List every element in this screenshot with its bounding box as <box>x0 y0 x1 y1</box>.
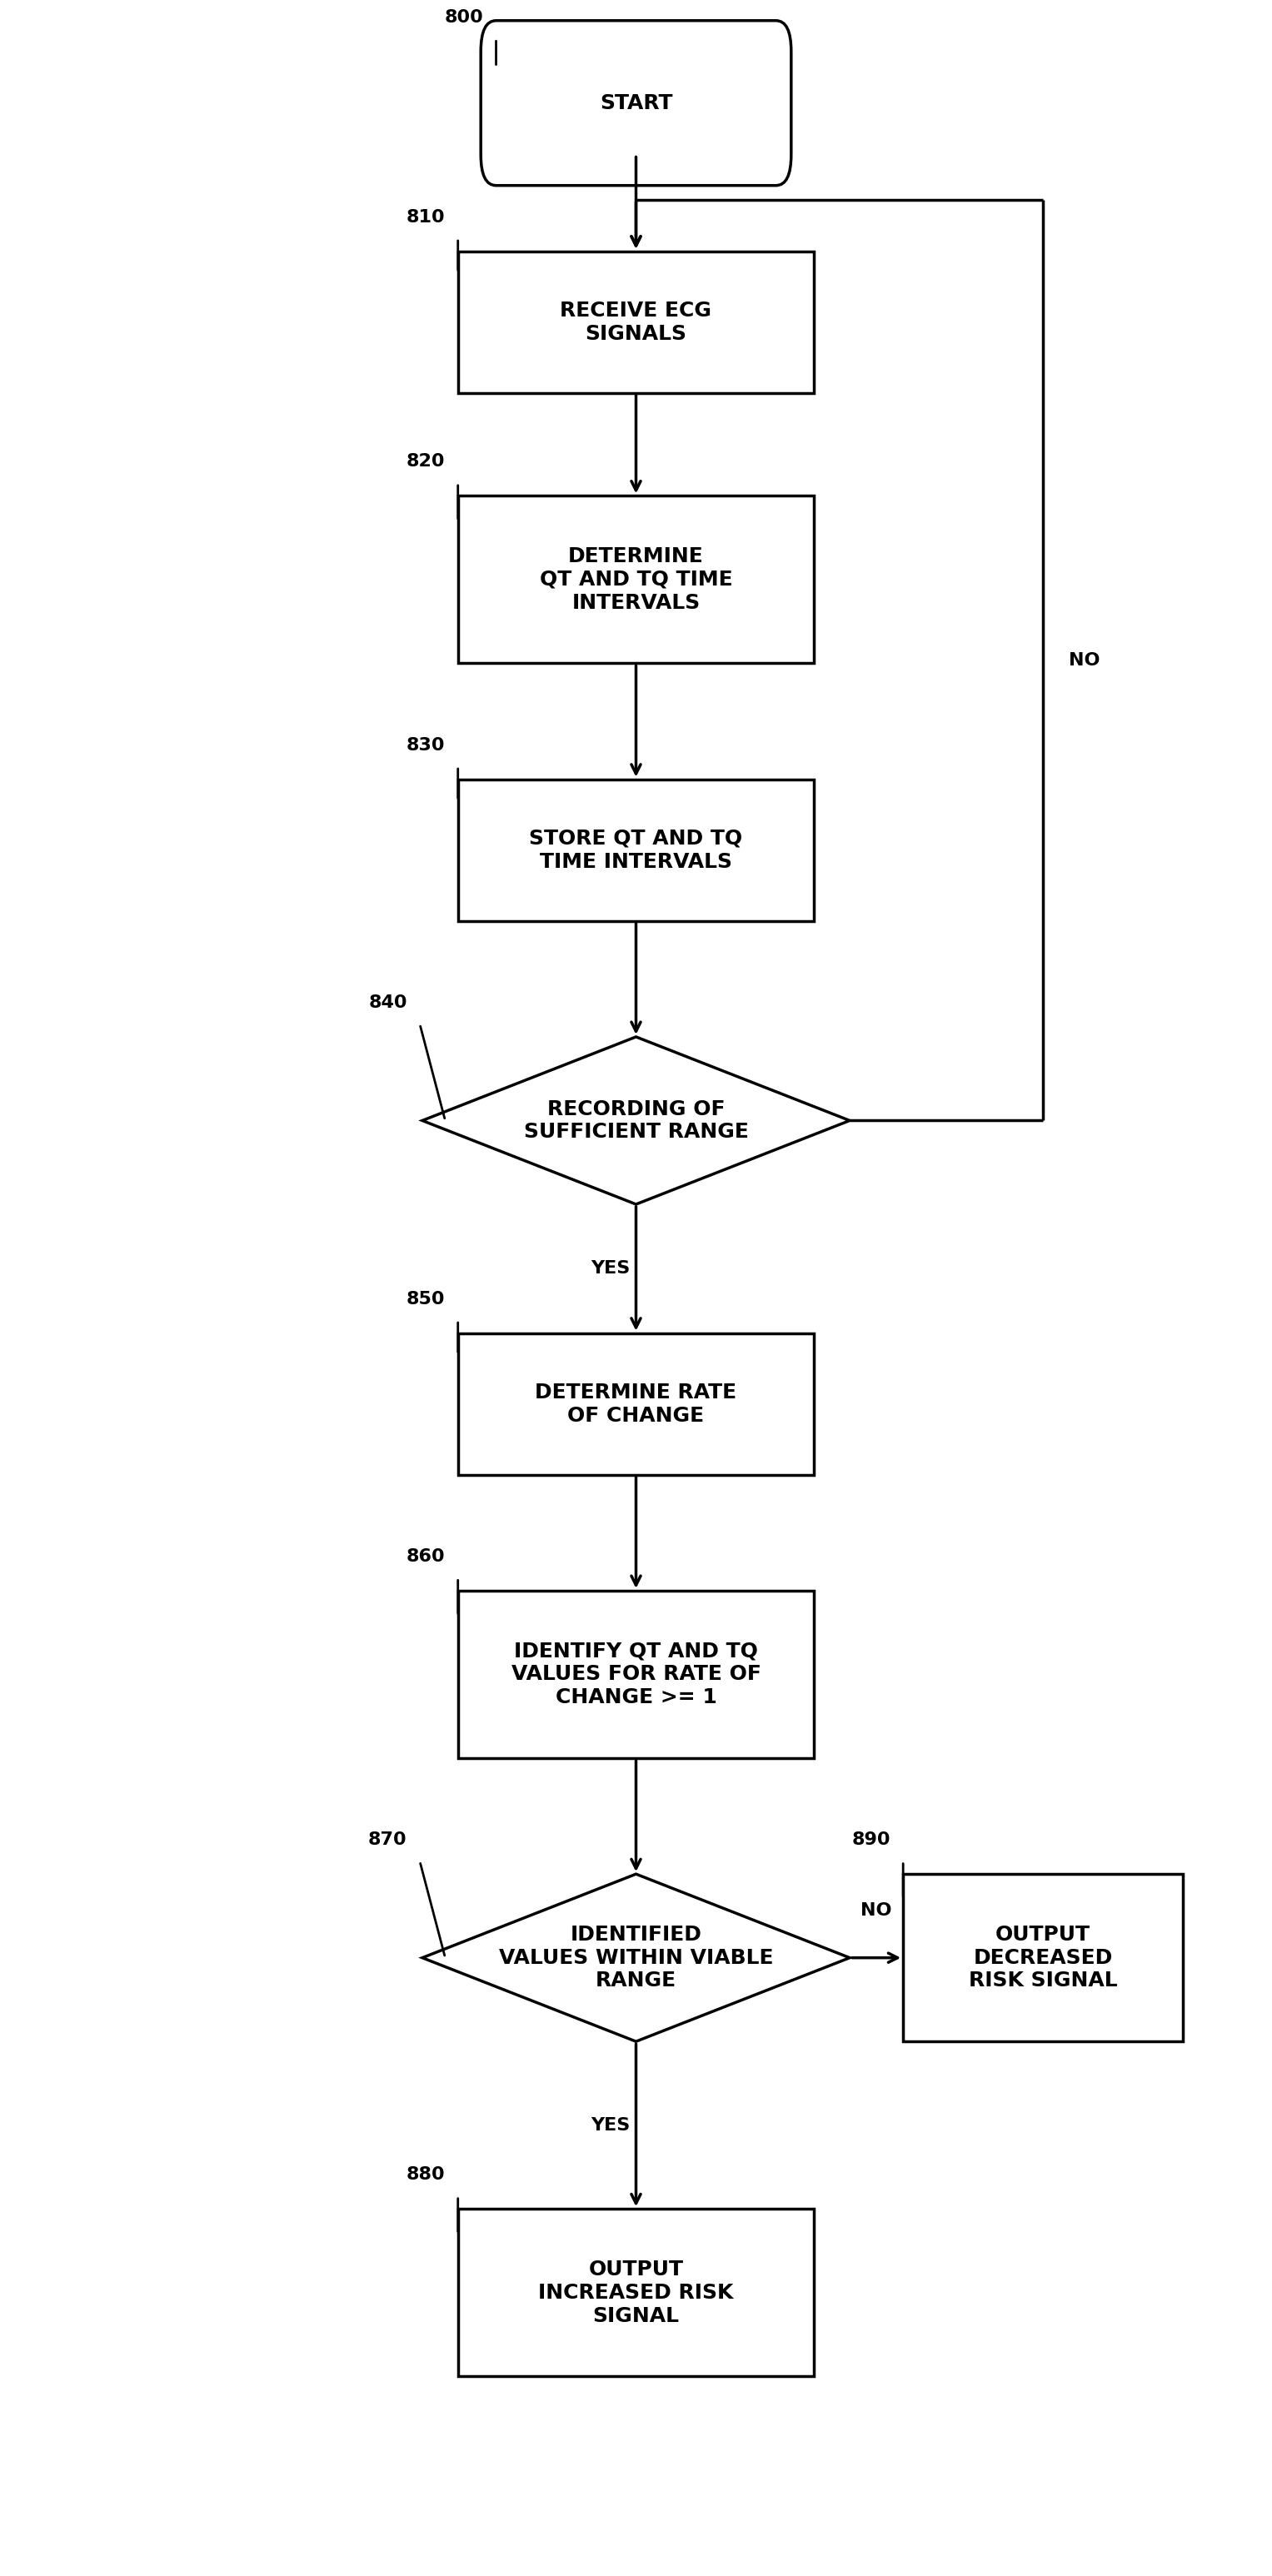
Text: YES: YES <box>591 1260 630 1278</box>
Text: 880: 880 <box>406 2166 445 2182</box>
Text: 840: 840 <box>369 994 407 1012</box>
Text: RECORDING OF
SUFFICIENT RANGE: RECORDING OF SUFFICIENT RANGE <box>524 1100 748 1141</box>
Text: OUTPUT
INCREASED RISK
SIGNAL: OUTPUT INCREASED RISK SIGNAL <box>538 2259 734 2326</box>
Bar <box>903 1875 1183 2040</box>
Text: YES: YES <box>591 2117 630 2133</box>
Text: 820: 820 <box>407 453 445 469</box>
Text: 830: 830 <box>407 737 445 755</box>
Text: 860: 860 <box>406 1548 445 1566</box>
Text: STORE QT AND TQ
TIME INTERVALS: STORE QT AND TQ TIME INTERVALS <box>529 829 743 871</box>
Bar <box>458 778 814 922</box>
Text: START: START <box>599 93 673 113</box>
Text: 870: 870 <box>368 1832 407 1850</box>
Bar <box>458 1334 814 1473</box>
Text: 850: 850 <box>407 1291 445 1306</box>
Bar <box>458 495 814 665</box>
Text: 800: 800 <box>444 10 483 26</box>
Polygon shape <box>422 1875 850 2040</box>
Text: RECEIVE ECG
SIGNALS: RECEIVE ECG SIGNALS <box>560 301 712 343</box>
Polygon shape <box>422 1038 850 1206</box>
Bar <box>458 250 814 394</box>
Text: IDENTIFIED
VALUES WITHIN VIABLE
RANGE: IDENTIFIED VALUES WITHIN VIABLE RANGE <box>499 1924 773 1991</box>
Text: DETERMINE RATE
OF CHANGE: DETERMINE RATE OF CHANGE <box>536 1383 736 1425</box>
Text: IDENTIFY QT AND TQ
VALUES FOR RATE OF
CHANGE >= 1: IDENTIFY QT AND TQ VALUES FOR RATE OF CH… <box>511 1641 761 1708</box>
Bar <box>458 2210 814 2375</box>
Bar <box>458 1589 814 1757</box>
Text: NO: NO <box>861 1904 892 1919</box>
Text: NO: NO <box>1068 652 1100 667</box>
FancyBboxPatch shape <box>481 21 791 185</box>
Text: OUTPUT
DECREASED
RISK SIGNAL: OUTPUT DECREASED RISK SIGNAL <box>969 1924 1117 1991</box>
Text: 890: 890 <box>852 1832 890 1850</box>
Text: 810: 810 <box>406 209 445 227</box>
Text: DETERMINE
QT AND TQ TIME
INTERVALS: DETERMINE QT AND TQ TIME INTERVALS <box>539 546 733 613</box>
